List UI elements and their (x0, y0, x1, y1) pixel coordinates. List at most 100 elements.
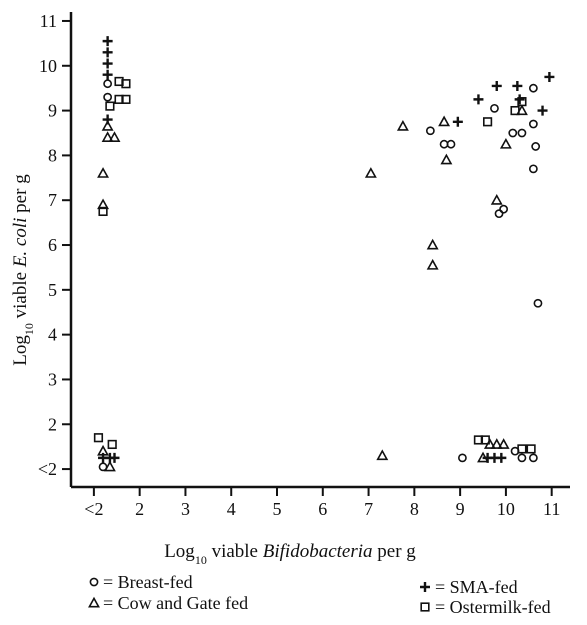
x-tick-label: <2 (84, 499, 103, 519)
data-point-plus (514, 94, 525, 105)
x-tick-label: 5 (273, 499, 282, 519)
legend-item-breast-fed: = Breast-fed (89, 572, 193, 592)
data-point-square (517, 97, 527, 107)
data-point-circle (531, 142, 541, 151)
data-point-triangle (376, 449, 389, 461)
data-point-circle (103, 79, 113, 89)
data-point-plus (102, 114, 113, 125)
data-point-square (480, 435, 490, 445)
y-tick-label: 9 (48, 101, 57, 121)
data-point-triangle (103, 460, 116, 472)
legend-square-icon (420, 602, 430, 612)
legend-item-sma-fed: = SMA-fed (420, 577, 518, 597)
data-point-circle (490, 103, 499, 113)
x-tick-label: 6 (318, 499, 327, 519)
x-tick-label: 2 (135, 499, 144, 519)
y-tick-label: 8 (48, 145, 57, 165)
data-point-circle (458, 453, 467, 463)
y-tick-label: 3 (48, 369, 57, 389)
data-point-triangle (108, 131, 121, 142)
x-tick-label: 3 (181, 499, 190, 519)
data-point-circle (528, 164, 538, 174)
axes (69, 12, 570, 489)
data-point-plus (452, 116, 463, 127)
data-point-triangle (396, 120, 409, 131)
data-point-triangle (490, 438, 503, 449)
data-point-circle (499, 204, 509, 214)
x-tick-label: 11 (543, 499, 560, 519)
x-tick-label: 4 (227, 499, 236, 519)
y-tick-label: 4 (48, 325, 57, 345)
data-point-plus (102, 36, 113, 47)
data-point-triangle (97, 167, 110, 178)
data-point-square (93, 433, 104, 443)
data-point-circle (508, 128, 518, 138)
x-tick-label: 7 (364, 499, 373, 519)
y-tick-label: 7 (48, 190, 57, 210)
data-point-plus (102, 47, 113, 58)
data-point-square (482, 117, 493, 127)
legend-triangle-icon (88, 596, 100, 608)
data-point-circle (528, 83, 538, 93)
data-point-circle (528, 119, 538, 129)
data-point-circle (425, 126, 435, 136)
data-point-circle (533, 298, 543, 308)
legend-label: = Cow and Gate fed (103, 593, 248, 613)
data-point-plus (537, 105, 548, 116)
data-point-triangle (438, 115, 451, 127)
data-point-square (107, 439, 117, 450)
data-points (93, 36, 555, 472)
data-point-triangle (440, 153, 453, 165)
data-point-square (121, 94, 131, 104)
legend-label: = Ostermilk-fed (435, 597, 551, 617)
y-tick-label: 5 (48, 280, 57, 300)
data-point-triangle (426, 258, 439, 270)
data-point-triangle (426, 238, 439, 250)
data-point-square (98, 206, 108, 217)
data-point-square (105, 101, 115, 111)
data-point-plus (473, 94, 484, 105)
data-point-circle (517, 453, 527, 463)
data-point-square (517, 444, 527, 454)
y-axis-label: Log10 viable E. coli per g (10, 174, 36, 366)
data-point-circle (494, 209, 504, 219)
data-point-circle (517, 128, 527, 138)
data-point-plus (512, 80, 523, 91)
y-tick-label: 6 (48, 235, 57, 255)
ticks: <2 2 3 4 5 6 7 8 9 10 11 <2 2 3 4 5 6 7 8 9 10 11 (38, 11, 561, 519)
data-point-triangle (101, 131, 114, 142)
data-point-plus (491, 80, 502, 91)
data-point-plus (496, 452, 507, 463)
data-point-triangle (497, 438, 510, 449)
x-tick-label: 10 (497, 499, 515, 519)
x-tick-label: 9 (456, 499, 465, 519)
legend-label: = Breast-fed (103, 572, 193, 592)
data-point-plus (109, 452, 120, 463)
data-point-plus (102, 69, 113, 80)
data-point-square (526, 444, 536, 454)
legend: = Breast-fed = Cow and Gate fed = SMA-fe… (88, 572, 551, 617)
legend-circle-icon (89, 577, 99, 587)
data-point-plus (102, 58, 113, 69)
legend-item-ostermilk-fed: = Ostermilk-fed (420, 597, 551, 617)
legend-item-cow-and-gate-fed: = Cow and Gate fed (88, 593, 248, 613)
data-point-triangle (364, 167, 377, 178)
data-point-square (121, 79, 131, 89)
data-point-circle (103, 92, 113, 102)
x-tick-label: 8 (410, 499, 419, 519)
data-point-triangle (490, 193, 503, 205)
x-axis-label: Log10 viable Bifidobacteria per g (164, 541, 416, 567)
data-point-square (510, 105, 520, 116)
y-tick-label: 11 (40, 11, 57, 31)
legend-plus-icon (420, 582, 430, 592)
y-tick-label: <2 (38, 459, 57, 479)
data-point-circle (528, 453, 538, 463)
data-point-circle (446, 139, 456, 149)
data-point-triangle (499, 137, 512, 149)
y-tick-label: 10 (39, 56, 57, 76)
legend-label: = SMA-fed (435, 577, 518, 597)
y-tick-label: 2 (48, 414, 57, 434)
data-point-plus (544, 71, 555, 82)
data-point-triangle (101, 120, 114, 131)
